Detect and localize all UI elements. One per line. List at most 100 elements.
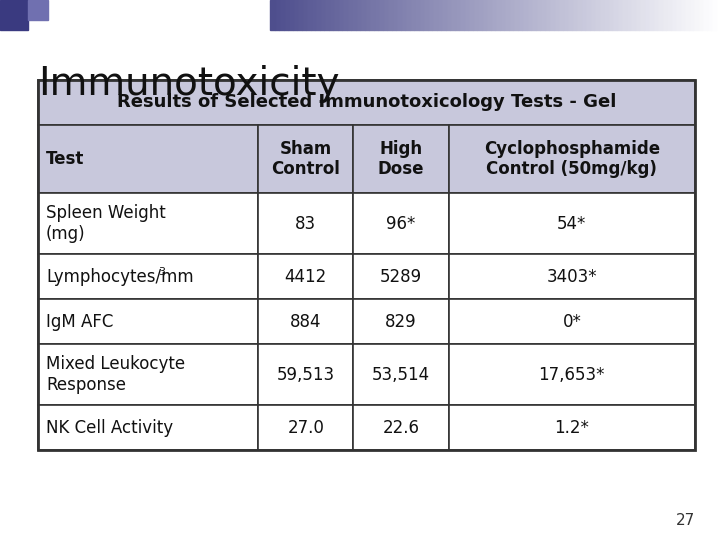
- Bar: [526, 0, 531, 30]
- Bar: [495, 0, 500, 30]
- Bar: [418, 0, 423, 30]
- Bar: [590, 0, 594, 30]
- Text: Test: Test: [46, 150, 84, 168]
- Bar: [639, 0, 644, 30]
- Bar: [258, 344, 354, 405]
- Text: 0*: 0*: [562, 313, 581, 330]
- Bar: [446, 0, 450, 30]
- Bar: [410, 0, 414, 30]
- Bar: [333, 0, 338, 30]
- Text: 22.6: 22.6: [382, 418, 420, 437]
- Bar: [351, 0, 356, 30]
- Text: Lymphocytes/mm: Lymphocytes/mm: [46, 268, 194, 286]
- Bar: [702, 0, 706, 30]
- Bar: [522, 0, 526, 30]
- Bar: [572, 0, 576, 30]
- Bar: [338, 0, 342, 30]
- Bar: [0, 0, 28, 30]
- Bar: [382, 0, 387, 30]
- Bar: [328, 0, 333, 30]
- Bar: [675, 0, 680, 30]
- Bar: [706, 0, 711, 30]
- Text: Immunotoxicity: Immunotoxicity: [38, 65, 340, 103]
- Bar: [354, 299, 449, 344]
- Bar: [310, 0, 315, 30]
- Text: 53,514: 53,514: [372, 366, 430, 383]
- Text: Results of Selected Immunotoxicology Tests - Gel: Results of Selected Immunotoxicology Tes…: [117, 93, 616, 111]
- Text: IgM AFC: IgM AFC: [46, 313, 113, 330]
- Bar: [324, 0, 328, 30]
- Bar: [279, 0, 284, 30]
- Bar: [284, 0, 288, 30]
- Bar: [500, 0, 504, 30]
- Bar: [354, 254, 449, 299]
- Bar: [576, 0, 580, 30]
- Text: 83: 83: [295, 215, 316, 233]
- Bar: [392, 0, 396, 30]
- Bar: [38, 344, 258, 405]
- Bar: [320, 0, 324, 30]
- Bar: [652, 0, 657, 30]
- Bar: [518, 0, 522, 30]
- Bar: [459, 0, 464, 30]
- Bar: [414, 0, 418, 30]
- Bar: [630, 0, 634, 30]
- Bar: [657, 0, 662, 30]
- Bar: [666, 0, 670, 30]
- Bar: [688, 0, 693, 30]
- Text: 54*: 54*: [557, 215, 587, 233]
- Bar: [549, 0, 554, 30]
- Bar: [472, 0, 477, 30]
- Bar: [490, 0, 495, 30]
- Bar: [464, 0, 468, 30]
- Text: High
Dose: High Dose: [378, 139, 424, 178]
- Bar: [315, 0, 320, 30]
- Bar: [400, 0, 405, 30]
- Bar: [270, 0, 274, 30]
- Text: Cyclophosphamide
Control (50mg/kg): Cyclophosphamide Control (50mg/kg): [484, 139, 660, 178]
- Bar: [449, 125, 695, 193]
- Bar: [598, 0, 603, 30]
- Bar: [594, 0, 598, 30]
- Text: 27: 27: [676, 513, 695, 528]
- Bar: [449, 405, 695, 450]
- Bar: [306, 0, 310, 30]
- Bar: [482, 0, 486, 30]
- Bar: [441, 0, 446, 30]
- Bar: [342, 0, 346, 30]
- Bar: [644, 0, 648, 30]
- Text: 1.2*: 1.2*: [554, 418, 589, 437]
- Bar: [258, 125, 354, 193]
- Text: Sham
Control: Sham Control: [271, 139, 340, 178]
- Bar: [648, 0, 652, 30]
- Bar: [554, 0, 558, 30]
- Bar: [477, 0, 482, 30]
- Bar: [580, 0, 585, 30]
- Bar: [634, 0, 639, 30]
- Bar: [562, 0, 567, 30]
- Bar: [423, 0, 428, 30]
- Bar: [354, 344, 449, 405]
- Bar: [508, 0, 513, 30]
- Bar: [356, 0, 360, 30]
- Text: 829: 829: [385, 313, 417, 330]
- Bar: [38, 299, 258, 344]
- Bar: [612, 0, 616, 30]
- Text: 3: 3: [158, 267, 165, 277]
- Bar: [360, 0, 364, 30]
- Bar: [454, 0, 459, 30]
- Bar: [38, 193, 258, 254]
- Bar: [621, 0, 626, 30]
- Bar: [436, 0, 441, 30]
- Bar: [684, 0, 688, 30]
- Bar: [258, 405, 354, 450]
- Bar: [450, 0, 454, 30]
- Bar: [544, 0, 549, 30]
- Bar: [258, 254, 354, 299]
- Bar: [670, 0, 675, 30]
- Bar: [369, 0, 374, 30]
- Bar: [711, 0, 716, 30]
- Bar: [585, 0, 590, 30]
- Text: 59,513: 59,513: [276, 366, 335, 383]
- Bar: [38, 80, 695, 125]
